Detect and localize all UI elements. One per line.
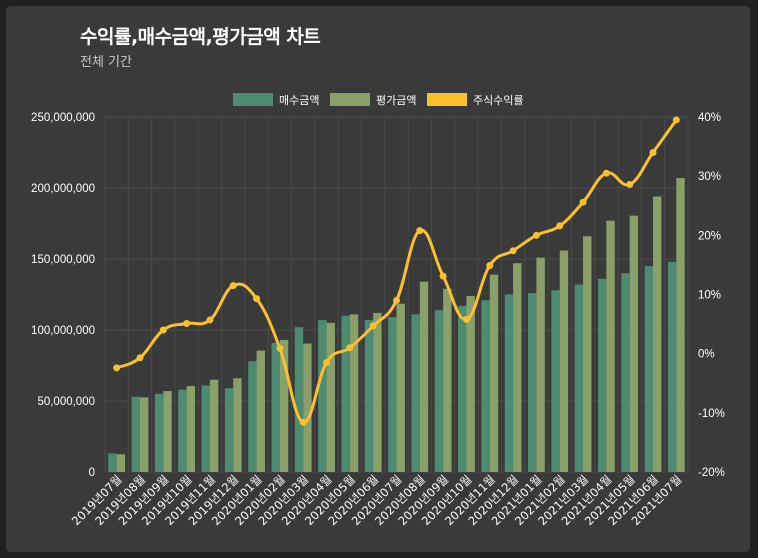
y-right-tick-label: 40% bbox=[698, 112, 721, 124]
bar-buy-amount bbox=[574, 284, 584, 472]
legend-label: 매수금액 bbox=[279, 94, 319, 107]
bar-eval-amount bbox=[653, 196, 662, 472]
point-return-rate bbox=[486, 262, 494, 270]
point-return-rate bbox=[323, 359, 331, 367]
point-return-rate bbox=[369, 322, 377, 330]
bar-buy-amount bbox=[504, 294, 514, 472]
bar-buy-amount bbox=[108, 453, 117, 472]
bar-eval-amount bbox=[279, 339, 289, 472]
point-return-rate bbox=[206, 316, 214, 324]
y-right-tick-label: -10% bbox=[698, 408, 725, 420]
bar-eval-amount bbox=[116, 454, 126, 472]
bar-buy-amount bbox=[201, 385, 210, 472]
point-return-rate bbox=[276, 344, 284, 352]
point-return-rate bbox=[136, 354, 144, 362]
bar-buy-amount bbox=[621, 273, 630, 472]
bar-eval-amount bbox=[233, 378, 242, 472]
y-right-tick-label: 20% bbox=[698, 230, 721, 242]
legend-label: 주식수익률 bbox=[473, 94, 524, 107]
point-return-rate bbox=[626, 180, 634, 188]
bar-eval-amount bbox=[559, 250, 569, 472]
point-return-rate bbox=[159, 326, 167, 334]
bar-eval-amount bbox=[186, 386, 196, 472]
legend-label: 평가금액 bbox=[376, 94, 416, 107]
bar-buy-amount bbox=[131, 396, 140, 472]
bar-buy-amount bbox=[528, 293, 537, 472]
point-return-rate bbox=[439, 272, 447, 280]
bar-buy-amount bbox=[597, 278, 607, 472]
bar-eval-amount bbox=[489, 274, 499, 472]
point-return-rate bbox=[602, 169, 610, 177]
bar-buy-amount bbox=[178, 389, 187, 472]
bar-eval-amount bbox=[163, 391, 172, 472]
bar-buy-amount bbox=[458, 305, 467, 472]
bar-eval-amount bbox=[629, 215, 639, 472]
legend-swatch bbox=[233, 93, 273, 106]
bar-eval-amount bbox=[606, 220, 615, 472]
bar-buy-amount bbox=[411, 314, 420, 472]
bar-buy-amount bbox=[294, 327, 304, 472]
bar-eval-amount bbox=[583, 236, 592, 472]
legend-swatch bbox=[330, 93, 370, 106]
chart-title: 수익률,매수금액,평가금액 차트 bbox=[80, 26, 321, 48]
bar-eval-amount bbox=[466, 295, 475, 472]
y-left-tick-label: 250,000,000 bbox=[31, 112, 95, 124]
point-return-rate bbox=[183, 319, 191, 327]
point-return-rate bbox=[462, 315, 470, 323]
point-return-rate bbox=[649, 149, 657, 156]
bar-eval-amount bbox=[396, 303, 405, 472]
bar-buy-amount bbox=[481, 300, 490, 472]
chart-subtitle: 전체 기간 bbox=[80, 55, 132, 70]
bar-buy-amount bbox=[551, 290, 560, 472]
bar-buy-amount bbox=[341, 315, 350, 472]
legend-swatch bbox=[427, 93, 467, 106]
bar-buy-amount bbox=[248, 361, 257, 472]
point-return-rate bbox=[579, 198, 587, 206]
bar-buy-amount bbox=[224, 388, 234, 472]
point-return-rate bbox=[672, 116, 680, 124]
bar-eval-amount bbox=[419, 281, 429, 472]
bar-buy-amount bbox=[154, 393, 164, 472]
bar-eval-amount bbox=[676, 178, 685, 472]
bar-eval-amount bbox=[443, 288, 452, 472]
bar-eval-amount bbox=[373, 312, 382, 472]
point-return-rate bbox=[556, 222, 564, 230]
bar-buy-amount bbox=[388, 317, 397, 472]
bar-buy-amount bbox=[318, 320, 327, 472]
y-right-tick-label: 30% bbox=[698, 171, 721, 183]
y-right-tick-label: 0% bbox=[698, 349, 715, 361]
bar-buy-amount bbox=[644, 266, 654, 472]
bar-buy-amount bbox=[271, 342, 280, 472]
y-left-tick-label: 200,000,000 bbox=[31, 183, 95, 195]
bar-eval-amount bbox=[536, 257, 545, 472]
point-return-rate bbox=[509, 247, 517, 255]
bar-eval-amount bbox=[303, 343, 312, 472]
point-return-rate bbox=[253, 295, 261, 303]
y-left-tick-label: 150,000,000 bbox=[31, 254, 95, 266]
y-left-tick-label: 0 bbox=[89, 467, 95, 479]
bar-eval-amount bbox=[139, 397, 149, 472]
point-return-rate bbox=[416, 227, 424, 235]
bar-buy-amount bbox=[434, 310, 444, 472]
bar-eval-amount bbox=[326, 322, 335, 472]
point-return-rate bbox=[229, 282, 237, 290]
point-return-rate bbox=[346, 344, 354, 352]
bar-eval-amount bbox=[209, 379, 219, 472]
point-return-rate bbox=[393, 296, 400, 304]
bar-buy-amount bbox=[667, 261, 677, 472]
bar-eval-amount bbox=[513, 263, 522, 472]
point-return-rate bbox=[532, 231, 540, 239]
y-right-tick-label: -20% bbox=[698, 467, 725, 479]
bar-eval-amount bbox=[349, 314, 359, 472]
bar-eval-amount bbox=[256, 350, 265, 472]
point-return-rate bbox=[113, 364, 121, 372]
y-left-tick-label: 50,000,000 bbox=[37, 396, 95, 408]
y-right-tick-label: 10% bbox=[698, 290, 721, 302]
point-return-rate bbox=[299, 418, 307, 426]
y-left-tick-label: 100,000,000 bbox=[31, 325, 95, 337]
bar-buy-amount bbox=[364, 320, 374, 472]
